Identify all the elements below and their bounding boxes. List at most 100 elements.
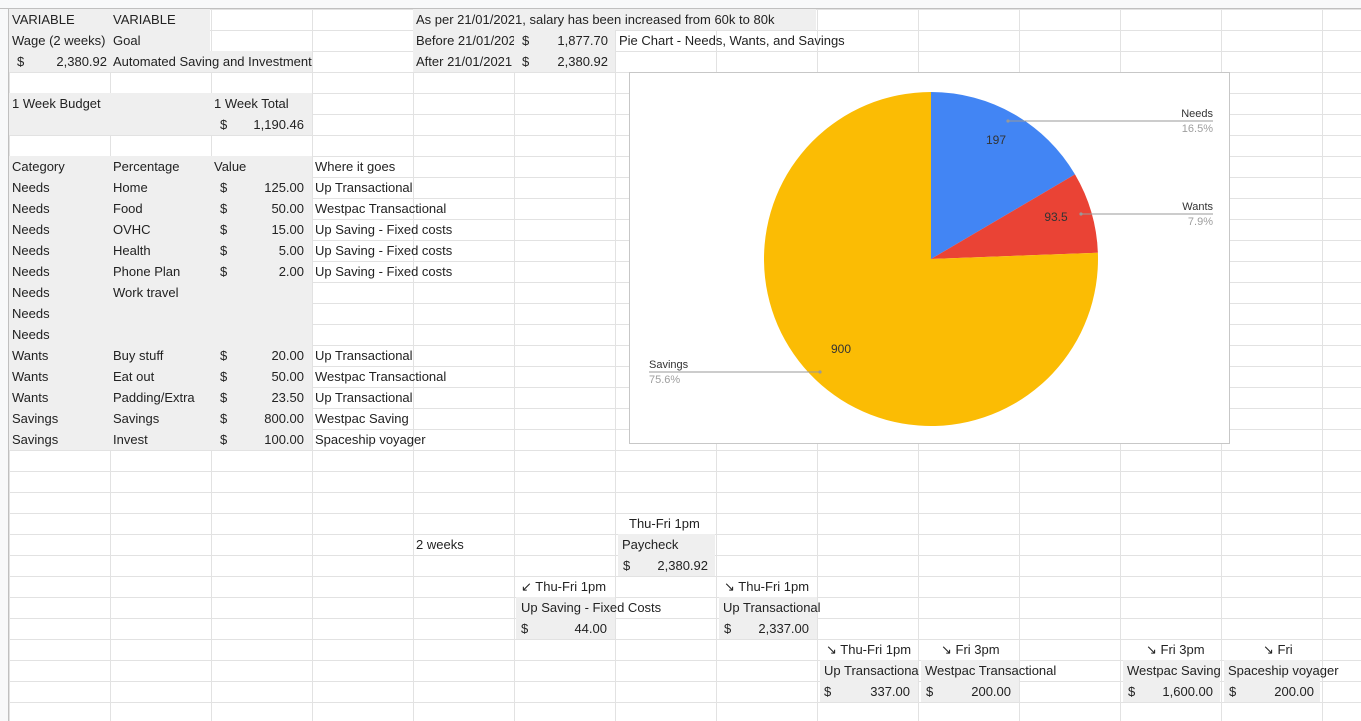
- variable-label-b[interactable]: VARIABLE: [113, 12, 176, 27]
- row-percentage[interactable]: Health: [113, 243, 151, 258]
- up-transactional-currency[interactable]: $: [724, 621, 732, 636]
- row-where[interactable]: Up Transactional: [315, 180, 413, 195]
- week-budget-label[interactable]: 1 Week Budget: [12, 96, 101, 111]
- split-c3-label[interactable]: Westpac Saving: [1127, 663, 1221, 678]
- split-c2-amount[interactable]: 200.00: [971, 684, 1011, 699]
- split-c1-currency[interactable]: $: [824, 684, 832, 699]
- paycheck-amount[interactable]: 2,380.92: [657, 558, 708, 573]
- row-percentage[interactable]: Home: [113, 180, 148, 195]
- row-percentage[interactable]: Work travel: [113, 285, 179, 300]
- row-currency[interactable]: $: [220, 369, 228, 384]
- row-category[interactable]: Needs: [12, 327, 50, 342]
- up-transactional-label[interactable]: Up Transactional: [723, 600, 821, 615]
- row-value[interactable]: 5.00: [278, 243, 304, 258]
- row-value[interactable]: 800.00: [264, 411, 304, 426]
- up-transactional-amount[interactable]: 2,337.00: [758, 621, 809, 636]
- paycheck-time[interactable]: Thu-Fri 1pm: [629, 516, 700, 531]
- row-category[interactable]: Wants: [12, 390, 49, 405]
- row-value[interactable]: 100.00: [264, 432, 304, 447]
- wage-amount[interactable]: 2,380.92: [56, 54, 107, 69]
- row-category[interactable]: Needs: [12, 264, 50, 279]
- row-value[interactable]: 50.00: [271, 201, 304, 216]
- row-percentage[interactable]: Buy stuff: [113, 348, 164, 363]
- row-currency[interactable]: $: [220, 348, 228, 363]
- row-value[interactable]: 50.00: [271, 369, 304, 384]
- week-total-currency[interactable]: $: [220, 117, 228, 132]
- pie-chart[interactable]: 197 Needs 16.5% 93.5 Wants 7.9% 900 Savings 75.6…: [629, 72, 1230, 444]
- row-currency[interactable]: $: [220, 264, 228, 279]
- row-category[interactable]: Wants: [12, 369, 49, 384]
- split-c1-amount[interactable]: 337.00: [870, 684, 910, 699]
- week-total-label[interactable]: 1 Week Total: [214, 96, 289, 111]
- row-where[interactable]: Up Saving - Fixed costs: [315, 243, 453, 258]
- after-currency[interactable]: $: [522, 54, 530, 69]
- row-category[interactable]: Savings: [12, 411, 59, 426]
- row-value[interactable]: 20.00: [271, 348, 304, 363]
- variable-label-a[interactable]: VARIABLE: [12, 12, 75, 27]
- split-c1-label[interactable]: Up Transactional: [824, 663, 919, 678]
- after-date-label[interactable]: After 21/01/2021: [416, 54, 513, 69]
- row-where[interactable]: Westpac Saving: [315, 411, 409, 426]
- split-c2-label[interactable]: Westpac Transactional: [925, 663, 1057, 678]
- row-currency[interactable]: $: [220, 411, 228, 426]
- split-c4-time[interactable]: ↘ Fri: [1263, 642, 1293, 657]
- row-category[interactable]: Savings: [12, 432, 59, 447]
- row-value[interactable]: [230, 324, 304, 345]
- week-total-amount[interactable]: 1,190.46: [253, 117, 304, 132]
- row-where[interactable]: Up Saving - Fixed costs: [315, 222, 453, 237]
- two-weeks-label[interactable]: 2 weeks: [416, 537, 464, 552]
- goal-label[interactable]: Goal: [113, 33, 141, 48]
- header-percentage[interactable]: Percentage: [113, 159, 180, 174]
- row-percentage[interactable]: Phone Plan: [113, 264, 181, 279]
- fixed-costs-amount[interactable]: 44.00: [574, 621, 607, 636]
- row-value[interactable]: 125.00: [264, 180, 304, 195]
- row-currency[interactable]: $: [220, 180, 228, 195]
- row-value[interactable]: 23.50: [271, 390, 304, 405]
- pie-slice-needs[interactable]: [931, 92, 1075, 259]
- split-c3-currency[interactable]: $: [1128, 684, 1136, 699]
- salary-note[interactable]: As per 21/01/2021, salary has been incre…: [416, 12, 775, 27]
- split-c2-time[interactable]: ↘ Fri 3pm: [941, 642, 1000, 657]
- paycheck-label[interactable]: Paycheck: [622, 537, 679, 552]
- row-category[interactable]: Needs: [12, 201, 50, 216]
- row-category[interactable]: Needs: [12, 285, 50, 300]
- after-amount[interactable]: 2,380.92: [557, 54, 608, 69]
- row-where[interactable]: Westpac Transactional: [315, 201, 447, 216]
- fixed-costs-time[interactable]: ↙ Thu-Fri 1pm: [521, 579, 607, 594]
- header-where[interactable]: Where it goes: [315, 159, 396, 174]
- row-category[interactable]: Needs: [12, 180, 50, 195]
- fixed-costs-currency[interactable]: $: [521, 621, 529, 636]
- fixed-costs-label[interactable]: Up Saving - Fixed Costs: [521, 600, 662, 615]
- row-category[interactable]: Wants: [12, 348, 49, 363]
- row-where[interactable]: Westpac Transactional: [315, 369, 447, 384]
- before-amount[interactable]: 1,877.70: [557, 33, 608, 48]
- wage-currency[interactable]: $: [17, 54, 25, 69]
- row-category[interactable]: Needs: [12, 306, 50, 321]
- split-c3-time[interactable]: ↘ Fri 3pm: [1146, 642, 1205, 657]
- row-percentage[interactable]: OVHC: [113, 222, 151, 237]
- before-currency[interactable]: $: [522, 33, 530, 48]
- row-percentage[interactable]: Food: [113, 201, 143, 216]
- row-currency[interactable]: $: [220, 243, 228, 258]
- split-c2-currency[interactable]: $: [926, 684, 934, 699]
- row-currency[interactable]: $: [220, 201, 228, 216]
- row-where[interactable]: Up Saving - Fixed costs: [315, 264, 453, 279]
- row-currency[interactable]: $: [220, 222, 228, 237]
- row-value[interactable]: [230, 282, 304, 303]
- row-currency[interactable]: $: [220, 390, 228, 405]
- header-value[interactable]: Value: [214, 159, 247, 174]
- row-value[interactable]: 15.00: [271, 222, 304, 237]
- up-transactional-time[interactable]: ↘ Thu-Fri 1pm: [724, 579, 810, 594]
- row-value[interactable]: [230, 303, 304, 324]
- split-c4-amount[interactable]: 200.00: [1274, 684, 1314, 699]
- pie-slice-savings[interactable]: [764, 92, 1098, 426]
- row-percentage[interactable]: Padding/Extra: [113, 390, 195, 405]
- split-c1-time[interactable]: ↘ Thu-Fri 1pm: [826, 642, 912, 657]
- row-percentage[interactable]: Savings: [113, 411, 160, 426]
- paycheck-currency[interactable]: $: [623, 558, 631, 573]
- split-c4-label[interactable]: Spaceship voyager: [1228, 663, 1339, 678]
- row-category[interactable]: Needs: [12, 243, 50, 258]
- chart-title[interactable]: Pie Chart - Needs, Wants, and Savings: [619, 33, 845, 48]
- row-category[interactable]: Needs: [12, 222, 50, 237]
- before-date-label[interactable]: Before 21/01/2021: [416, 33, 514, 48]
